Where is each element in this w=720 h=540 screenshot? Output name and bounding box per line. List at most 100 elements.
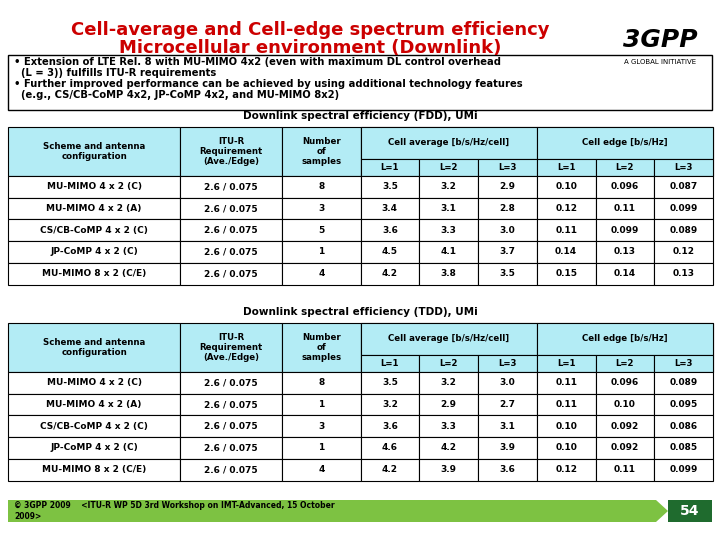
Text: 4.2: 4.2 [441, 443, 456, 453]
Bar [478, 219, 536, 241]
Bar [282, 241, 361, 263]
Bar [595, 415, 654, 437]
Bar [478, 176, 536, 198]
Text: Number
of
samples: Number of samples [301, 137, 341, 166]
Text: L=2: L=2 [616, 359, 634, 368]
Bar [478, 323, 536, 372]
Text: 3.6: 3.6 [382, 422, 398, 431]
Bar [595, 241, 654, 263]
Text: L=1: L=1 [557, 163, 575, 172]
Bar [8, 241, 180, 263]
Bar [654, 241, 713, 263]
Bar [478, 198, 536, 219]
Bar [595, 159, 654, 176]
Bar [361, 159, 419, 176]
Text: 2.6 / 0.075: 2.6 / 0.075 [204, 400, 258, 409]
Text: 0.11: 0.11 [555, 400, 577, 409]
Bar [478, 159, 536, 176]
Bar [536, 323, 595, 372]
Bar [419, 372, 478, 394]
Bar [536, 263, 595, 285]
Bar [180, 219, 282, 241]
Bar [361, 437, 419, 459]
Text: 0.089: 0.089 [670, 379, 698, 387]
Text: MU-MIMO 8 x 2 (C/E): MU-MIMO 8 x 2 (C/E) [42, 465, 146, 474]
Text: 4.5: 4.5 [382, 247, 398, 256]
Bar [536, 241, 595, 263]
Text: L=2: L=2 [439, 359, 458, 368]
Text: 2.6 / 0.075: 2.6 / 0.075 [204, 247, 258, 256]
Bar [654, 219, 713, 241]
Text: 2.8: 2.8 [500, 204, 516, 213]
Text: 0.15: 0.15 [555, 269, 577, 278]
FancyArrow shape [648, 500, 668, 522]
Bar [478, 394, 536, 415]
Text: 2.7: 2.7 [500, 400, 516, 409]
Text: MU-MIMO 4 x 2 (A): MU-MIMO 4 x 2 (A) [47, 204, 142, 213]
Bar [282, 459, 361, 481]
Bar [180, 415, 282, 437]
Text: 0.11: 0.11 [555, 226, 577, 235]
Bar [180, 198, 282, 219]
Text: 3.5: 3.5 [382, 183, 398, 191]
Bar [8, 198, 180, 219]
Text: 2.6 / 0.075: 2.6 / 0.075 [204, 183, 258, 191]
Bar [8, 219, 180, 241]
Text: 1: 1 [318, 443, 325, 453]
Text: 0.12: 0.12 [555, 465, 577, 474]
Bar [8, 394, 180, 415]
Bar [180, 263, 282, 285]
Bar [419, 323, 478, 372]
Bar [654, 415, 713, 437]
Text: 3.3: 3.3 [441, 422, 456, 431]
Bar [536, 415, 595, 437]
Bar [361, 241, 419, 263]
Text: 2.6 / 0.075: 2.6 / 0.075 [204, 465, 258, 474]
Bar [478, 354, 536, 372]
Text: ITU-R
Requirement
(Ave./Edge): ITU-R Requirement (Ave./Edge) [199, 333, 263, 362]
Text: L=2: L=2 [616, 163, 634, 172]
Text: L=3: L=3 [675, 163, 693, 172]
Bar [536, 323, 713, 354]
Bar [654, 263, 713, 285]
Text: 3.0: 3.0 [500, 379, 516, 387]
Text: 2.6 / 0.075: 2.6 / 0.075 [204, 226, 258, 235]
Text: 3.2: 3.2 [382, 400, 398, 409]
Text: 0.10: 0.10 [555, 422, 577, 431]
Bar [419, 198, 478, 219]
Bar [180, 372, 282, 394]
Text: 2.9: 2.9 [500, 183, 516, 191]
Bar [8, 323, 180, 372]
Text: 2.6 / 0.075: 2.6 / 0.075 [204, 422, 258, 431]
Bar [654, 198, 713, 219]
Bar [282, 219, 361, 241]
Text: 0.10: 0.10 [555, 183, 577, 191]
Text: L=3: L=3 [498, 163, 517, 172]
Bar [361, 176, 419, 198]
FancyBboxPatch shape [8, 55, 712, 110]
Bar [595, 219, 654, 241]
Bar [8, 127, 180, 176]
Text: 4.1: 4.1 [441, 247, 456, 256]
Text: CS/CB-CoMP 4 x 2 (C): CS/CB-CoMP 4 x 2 (C) [40, 226, 148, 235]
Bar [180, 323, 282, 372]
Text: Cell edge [b/s/Hz]: Cell edge [b/s/Hz] [582, 138, 667, 147]
Text: Number
of
samples: Number of samples [301, 333, 341, 362]
Text: 4: 4 [318, 465, 325, 474]
Bar [419, 241, 478, 263]
Bar [654, 159, 713, 176]
Text: A GLOBAL INITIATIVE: A GLOBAL INITIATIVE [624, 59, 696, 65]
Text: L=1: L=1 [557, 359, 575, 368]
Bar [180, 176, 282, 198]
Bar [361, 323, 419, 372]
Text: Scheme and antenna
configuration: Scheme and antenna configuration [43, 338, 145, 357]
Bar [478, 437, 536, 459]
Text: 0.13: 0.13 [614, 247, 636, 256]
Bar [595, 394, 654, 415]
Bar [419, 354, 478, 372]
Bar [478, 263, 536, 285]
Bar [282, 263, 361, 285]
Bar [282, 127, 361, 176]
Text: 8: 8 [318, 379, 325, 387]
Text: Downlink spectral efficiency (TDD), UMi: Downlink spectral efficiency (TDD), UMi [243, 307, 478, 317]
